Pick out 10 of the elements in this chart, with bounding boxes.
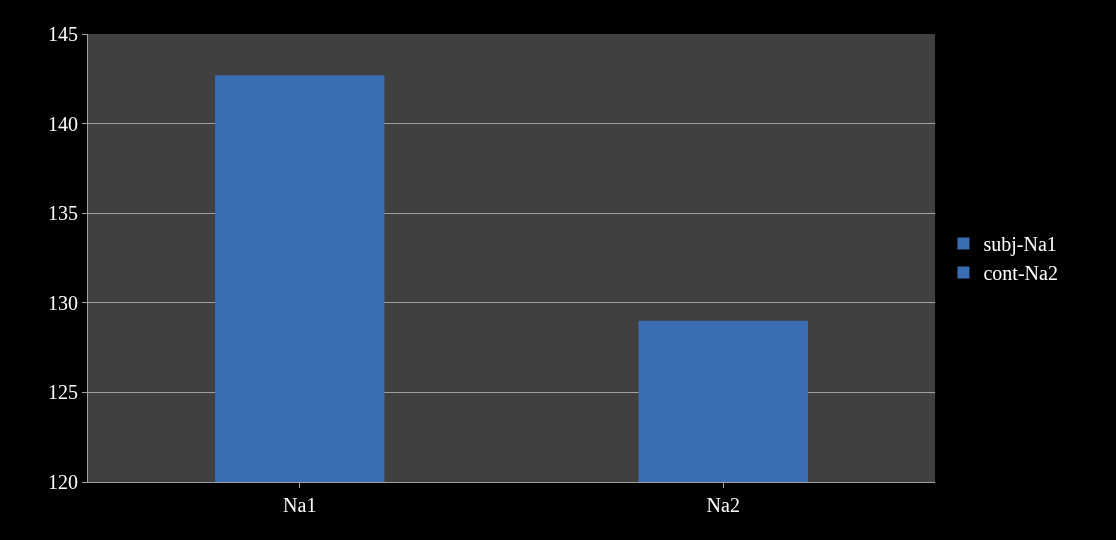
y-tick-label: 130 bbox=[48, 291, 78, 314]
x-tick-label: Na2 bbox=[706, 494, 740, 516]
y-tick-label: 135 bbox=[48, 202, 78, 225]
y-tick-label: 140 bbox=[48, 112, 78, 135]
y-tick-label: 145 bbox=[48, 23, 78, 45]
y-tick-label: 125 bbox=[48, 381, 78, 404]
x-tick-label: Na1 bbox=[283, 494, 317, 516]
y-tick-label: 120 bbox=[48, 471, 78, 493]
legend-label: subj-Na1 bbox=[983, 233, 1057, 257]
legend-label: cont-Na2 bbox=[983, 262, 1058, 285]
